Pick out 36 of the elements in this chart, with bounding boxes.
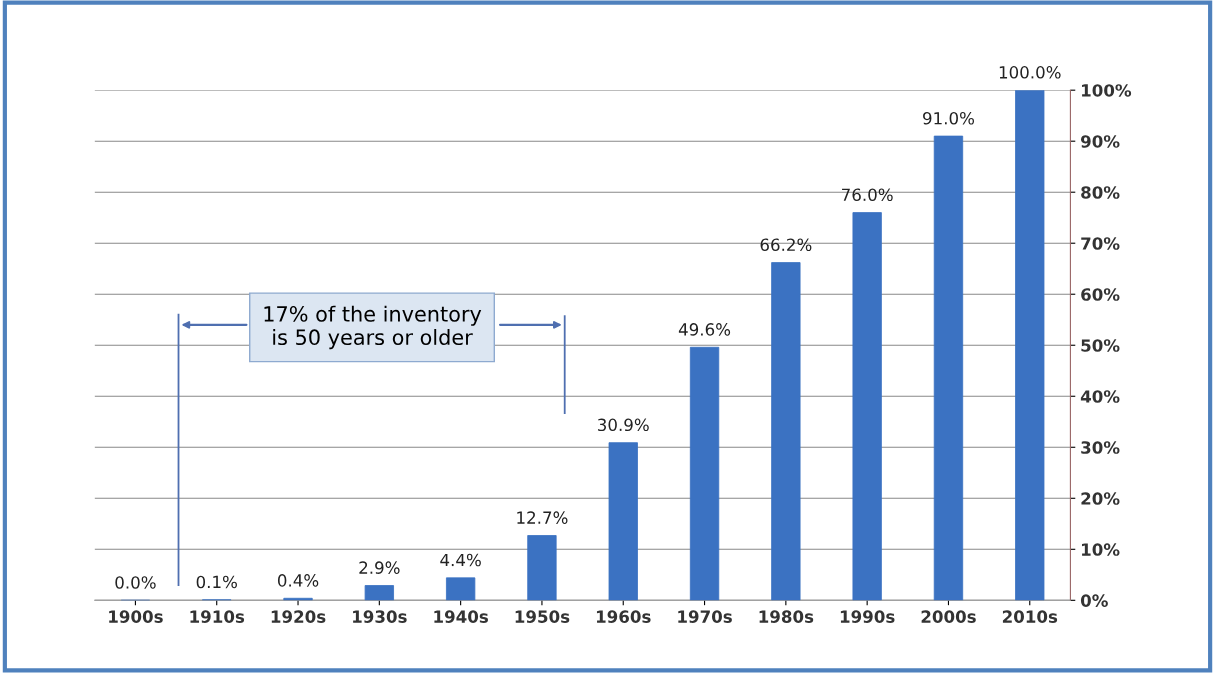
data-label: 100.0% [999, 66, 1061, 79]
x-tick-label: 1910s [190, 610, 245, 623]
y-tick-label: 50% [1081, 339, 1120, 352]
data-label: 30.9% [598, 418, 649, 432]
data-label: 12.7% [517, 511, 568, 524]
data-label: 91.0% [923, 111, 975, 125]
y-tick-label: 10% [1082, 543, 1120, 556]
y-tick-label: 0% [1080, 594, 1108, 607]
data-label: 76.0% [842, 188, 893, 202]
x-tick-label: 1970s [678, 610, 732, 623]
annotation: 17% of the inventory is 50 years or older [264, 305, 482, 350]
data-label: 0.4% [277, 574, 319, 587]
data-label: 49.6% [678, 323, 731, 336]
data-label: 0.0% [115, 576, 156, 589]
data-label: 0.1% [196, 575, 237, 589]
y-tick-label: 80% [1081, 186, 1120, 199]
x-tick-label: 1980s [759, 610, 814, 623]
x-tick-label: 1960s [596, 610, 651, 623]
x-tick-label: 2000s [921, 610, 976, 623]
y-tick-label: 90% [1081, 135, 1120, 148]
data-label: 2.9% [359, 561, 400, 574]
x-tick-label: 1990s [840, 610, 895, 623]
x-tick-label: 1920s [271, 610, 326, 623]
y-tick-label: 60% [1081, 288, 1120, 301]
x-tick-label: 1950s [515, 610, 570, 623]
y-tick-label: 20% [1081, 492, 1120, 505]
x-tick-label: 1940s [434, 610, 488, 623]
y-tick-label: 70% [1081, 237, 1120, 250]
y-tick-label: 40% [1080, 390, 1120, 403]
data-label: 4.4% [440, 553, 481, 567]
y-tick-label: 100% [1082, 84, 1132, 97]
x-tick-label: 2010s [1002, 610, 1058, 623]
x-tick-label: 1930s [353, 610, 407, 623]
x-tick-label: 1900s [109, 610, 163, 623]
y-tick-label: 30% [1081, 441, 1120, 454]
data-label: 66.2% [760, 238, 812, 252]
